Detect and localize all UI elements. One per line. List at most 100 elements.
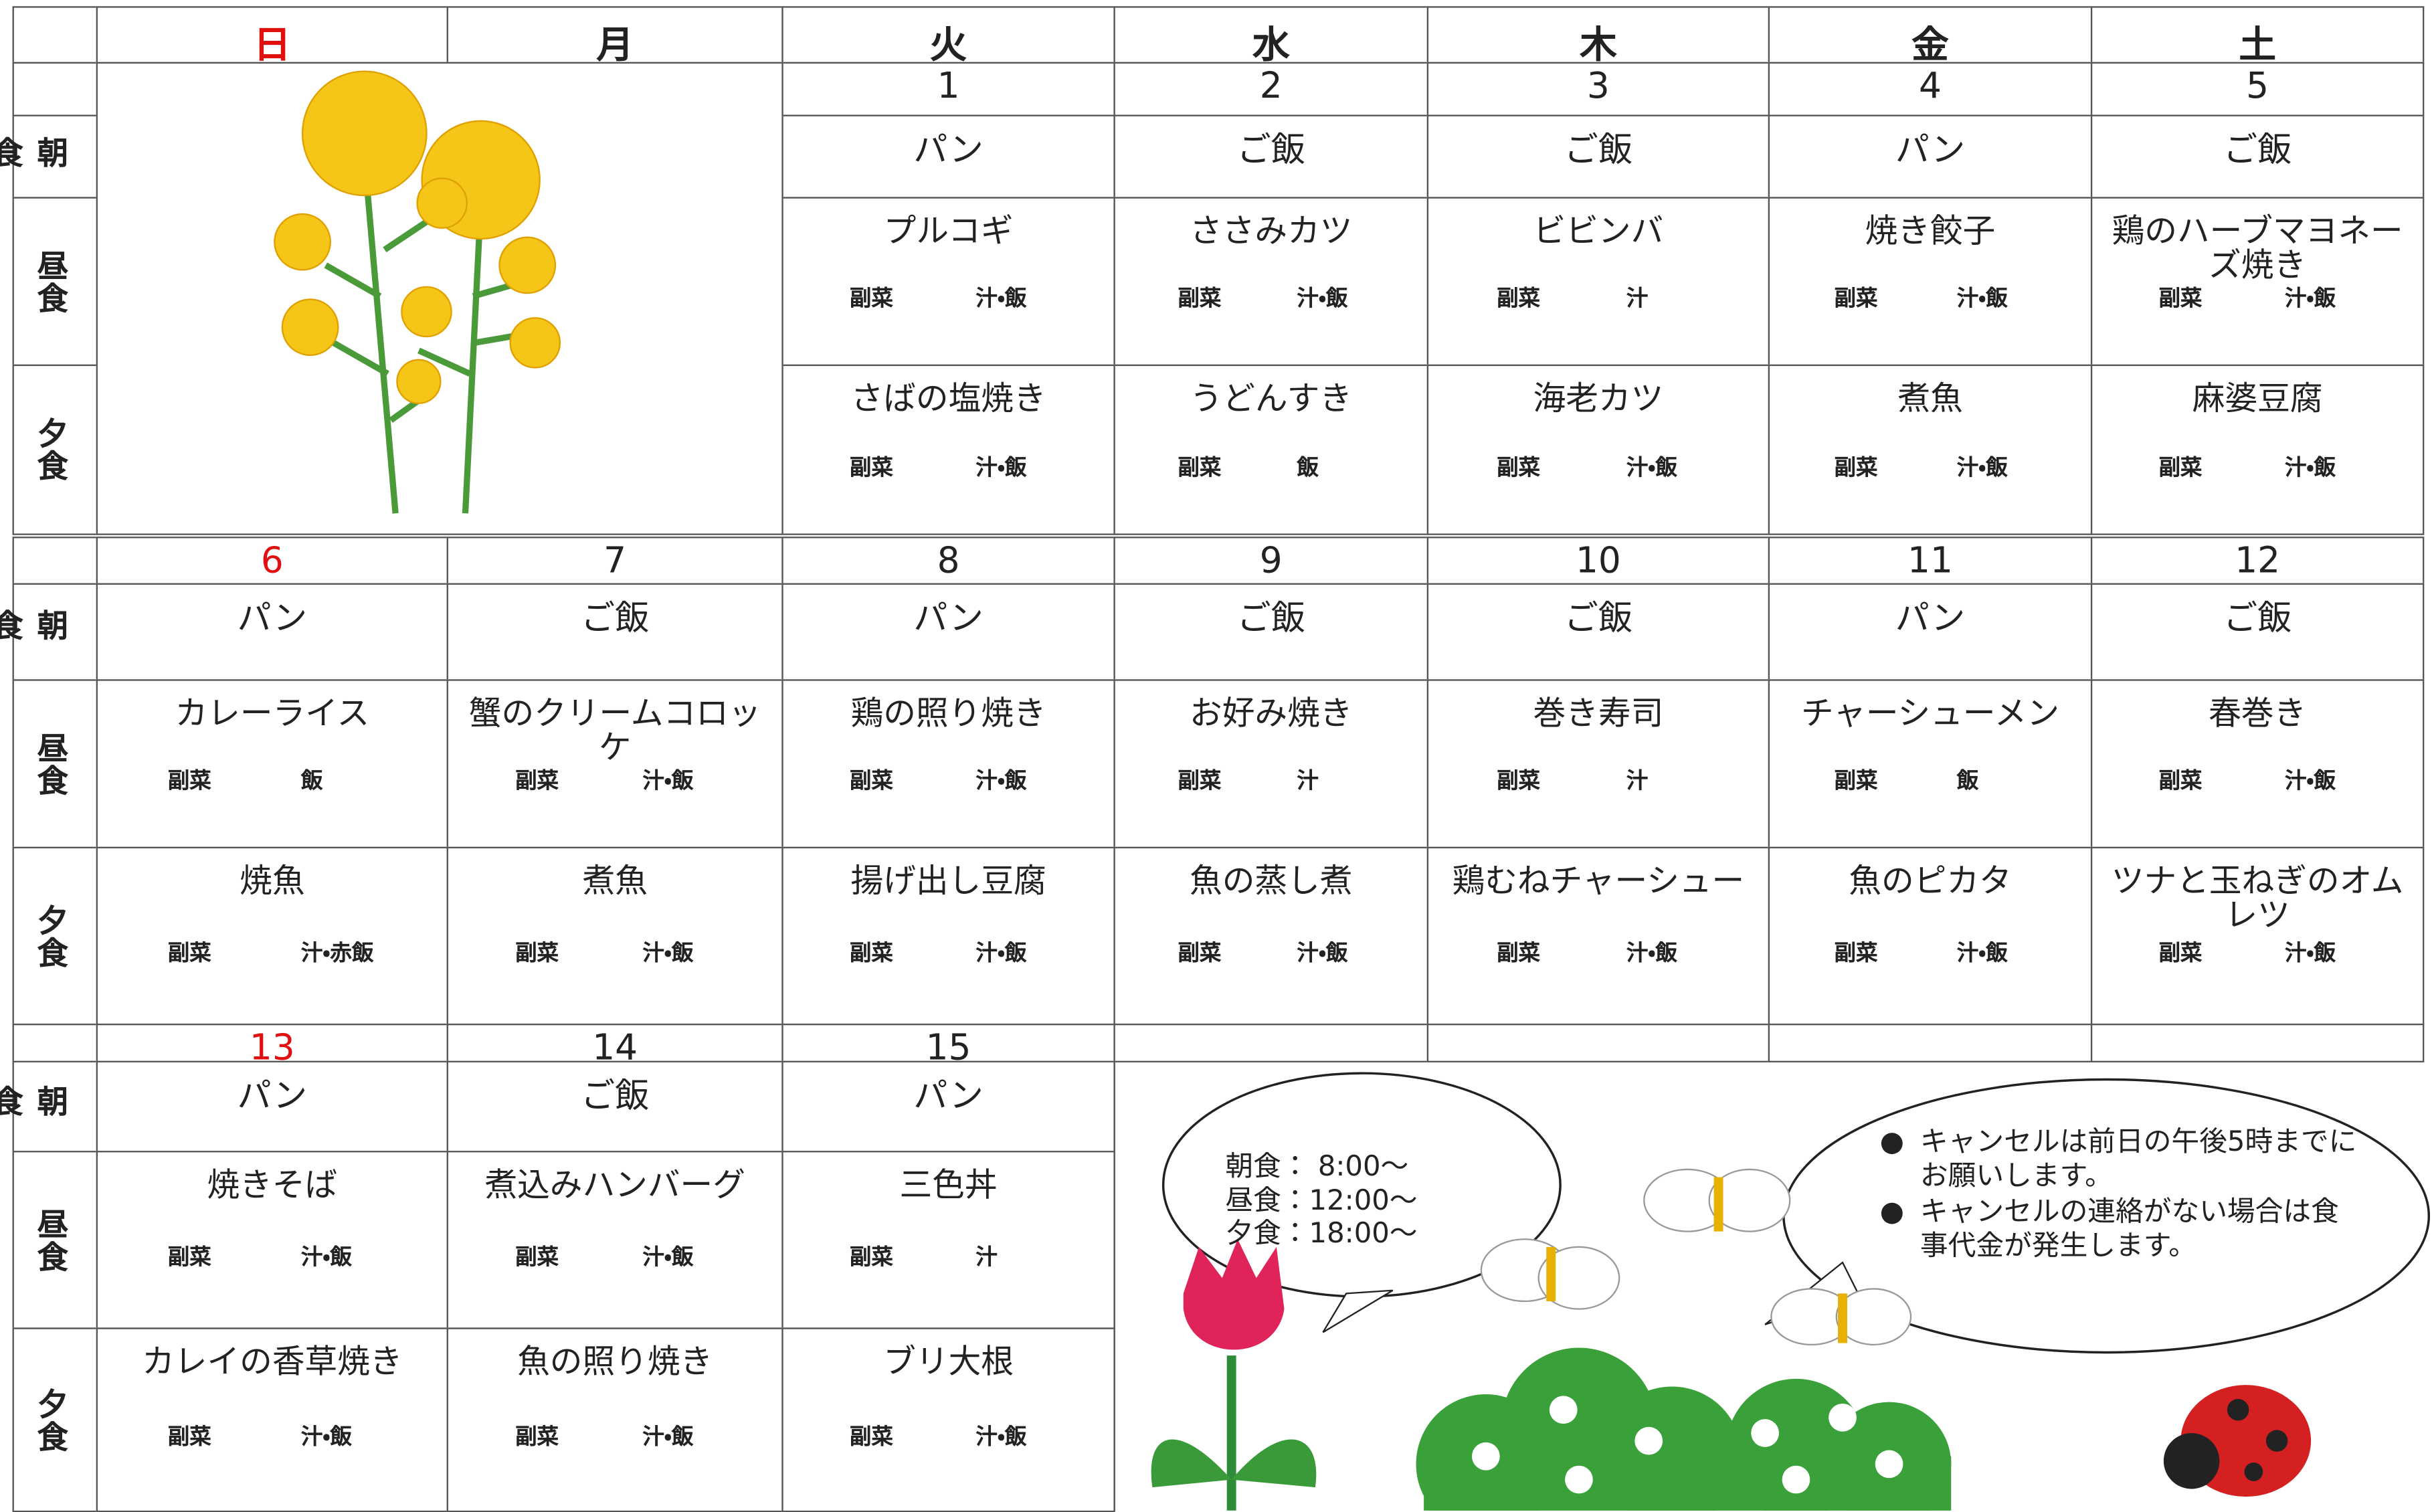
dinner-cell: 魚の蒸し煮 副菜 汁・飯 (1113, 846, 1429, 1026)
side-dish: 汁・飯 (1956, 941, 2008, 967)
lunch-cell: 春巻き 副菜 汁・飯 (2090, 679, 2425, 849)
side-dish: 副菜 (2158, 286, 2203, 312)
lunch-main: 蟹のクリームコロッケ (468, 694, 761, 767)
meal-label: 昼食 (31, 249, 70, 314)
dinner-main: うどんすき (1190, 379, 1352, 417)
date-cell (1113, 1024, 1429, 1062)
lunch-cell: プルコギ 副菜 汁・飯 (781, 197, 1115, 367)
lunch-cell: 巻き寿司 副菜 汁 (1426, 679, 1770, 849)
day-name: 土 (2239, 23, 2276, 67)
side-dish: 汁・飯 (2284, 286, 2336, 312)
breakfast-cell: パン (1768, 583, 2093, 681)
dinner-main: カレイの香草焼き (142, 1343, 403, 1381)
side-dish: 汁・飯 (642, 941, 694, 967)
side-dish: 汁・赤飯 (300, 941, 374, 967)
meal-label-cell: 朝食 (0, 1060, 98, 1153)
meal-label-cell: 夕食 (12, 846, 98, 1026)
side-dish: 副菜 (849, 1245, 893, 1270)
date-cell: 6 (96, 537, 448, 585)
lunch-cell: 鶏のハーブマヨネーズ焼き 副菜 汁・飯 (2090, 197, 2425, 367)
notice-item: ● キャンセルは前日の午後5時までにお願いします。 (1877, 1126, 2358, 1193)
date-cell: 9 (1113, 537, 1429, 585)
side-dish: 汁・飯 (975, 1425, 1027, 1450)
side-dish: 汁・飯 (1626, 941, 1677, 967)
side-dish: 副菜 (2158, 455, 2203, 480)
side-dish: 副菜 (1497, 455, 1540, 480)
dinner-main: ブリ大根 (883, 1343, 1014, 1381)
date: 9 (1259, 541, 1283, 582)
dinner-cell: 焼魚 副菜 汁・赤飯 (96, 846, 448, 1026)
date: 5 (2246, 66, 2269, 107)
breakfast: パン (913, 132, 984, 171)
side-dish: 汁・飯 (300, 1245, 352, 1270)
date-cell: 5 (2090, 62, 2425, 116)
meal-label-cell: 夕食 (12, 1327, 98, 1512)
meal-times: 朝食： 8:00～ 昼食：12:00～ 夕食：18:00～ (1225, 1151, 1417, 1251)
dinner-main: 麻婆豆腐 (2192, 379, 2323, 417)
header-cell: 水 (1113, 6, 1429, 67)
dinner-main: 煮魚 (582, 862, 648, 900)
lunch-cell: 三色丼 副菜 汁 (781, 1151, 1115, 1329)
meal-label-cell: 昼食 (12, 1151, 98, 1329)
meal-label: 昼食 (31, 731, 70, 797)
date-cell: 2 (1113, 62, 1429, 116)
day-name: 金 (1911, 23, 1949, 67)
lunch-main: 焼き餃子 (1865, 212, 1996, 250)
day-name: 水 (1252, 23, 1290, 67)
breakfast-cell: パン (1768, 114, 2093, 199)
side-dish: 副菜 (849, 286, 893, 312)
date: 11 (1907, 541, 1953, 582)
lunch-main: 鶏の照り焼き (850, 694, 1046, 733)
dinner-cell: 海老カツ 副菜 汁・飯 (1426, 364, 1770, 535)
breakfast: パン (1895, 600, 1966, 640)
meal-time: 夕食：18:00～ (1225, 1218, 1418, 1250)
dinner-cell: 魚のピカタ 副菜 汁・飯 (1768, 846, 2093, 1026)
dinner-cell: カレイの香草焼き 副菜 汁・飯 (96, 1327, 448, 1512)
bullet: ● (1879, 1196, 1905, 1229)
side-dish: 汁・飯 (642, 1425, 694, 1450)
side-dish: 汁・飯 (975, 769, 1027, 794)
date: 3 (1586, 66, 1610, 107)
side-dish: 汁・飯 (1956, 286, 2008, 312)
side-dish: 副菜 (2158, 769, 2203, 794)
breakfast-cell: ご飯 (2090, 583, 2425, 681)
date: 2 (1259, 66, 1283, 107)
breakfast-cell: ご飯 (1113, 114, 1429, 199)
lunch-main: 鶏のハーブマヨネーズ焼き (2112, 212, 2403, 284)
date-label-cell (12, 62, 98, 116)
side-dish: 汁 (1297, 769, 1319, 794)
date-cell: 10 (1426, 537, 1770, 585)
dinner-main: 揚げ出し豆腐 (850, 862, 1046, 900)
day-name: 木 (1580, 23, 1617, 67)
breakfast-cell: ご飯 (1426, 583, 1770, 681)
side-dish: 副菜 (1834, 941, 1878, 967)
lunch-main: 三色丼 (899, 1166, 998, 1204)
lunch-main: お好み焼き (1190, 694, 1353, 733)
date-cell (1426, 1024, 1770, 1062)
breakfast-cell: ご飯 (446, 583, 783, 681)
decoration (1151, 1072, 2431, 1511)
lunch-cell: チャーシューメン 副菜 飯 (1768, 679, 2093, 849)
notice-text: キャンセルの連絡がない場合は食事代金が発生します。 (1920, 1196, 2339, 1262)
dinner-cell: さばの塩焼き 副菜 汁・飯 (781, 364, 1115, 535)
side-dish: 副菜 (1178, 941, 1222, 967)
date: 12 (2235, 541, 2281, 582)
side-dish: 副菜 (515, 1245, 559, 1270)
lunch-main: 焼きそば (207, 1166, 338, 1204)
meal-label: 夕食 (31, 1387, 70, 1452)
dinner-cell: ブリ大根 副菜 汁・飯 (781, 1327, 1115, 1512)
side-dish: 副菜 (849, 941, 893, 967)
meal-label: 朝食 (0, 1084, 70, 1117)
rapeseed-illustration (274, 70, 561, 514)
header-corner (12, 6, 98, 64)
side-dish: 汁・飯 (975, 286, 1027, 312)
meal-label-cell: 朝食 (0, 114, 98, 199)
dinner-cell: ツナと玉ねぎのオムレツ 副菜 汁・飯 (2090, 846, 2425, 1026)
dinner-cell: 揚げ出し豆腐 副菜 汁・飯 (781, 846, 1115, 1026)
lunch-cell: ビビンバ 副菜 汁 (1426, 197, 1770, 367)
dinner-cell: 魚の照り焼き 副菜 汁・飯 (446, 1327, 783, 1512)
breakfast: ご飯 (1236, 132, 1305, 171)
side-dish: 副菜 (1178, 455, 1222, 480)
